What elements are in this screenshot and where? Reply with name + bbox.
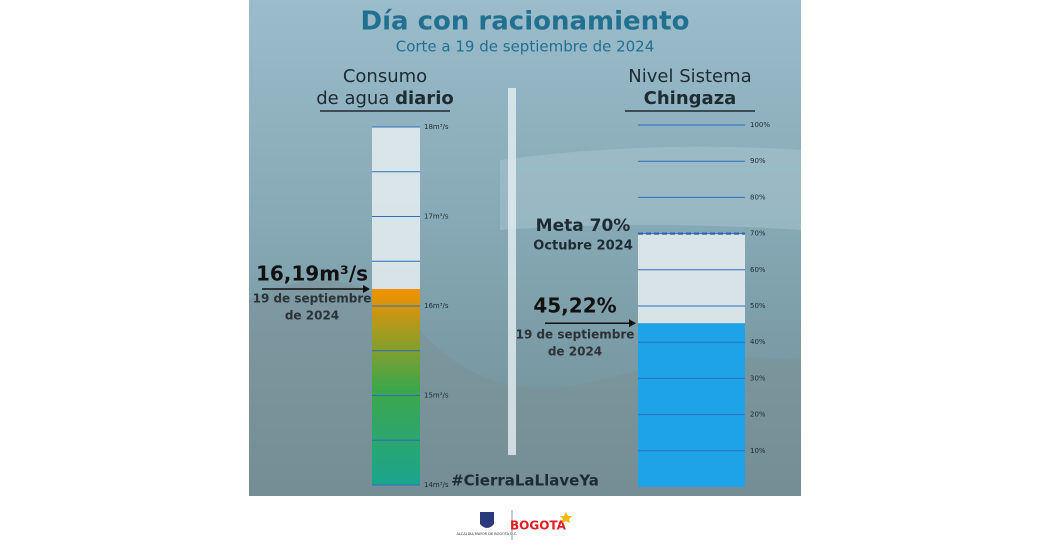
- y-tick-label: 15m³/s: [424, 392, 449, 400]
- target-label: Meta 70%: [536, 216, 631, 236]
- y-tick-label: 18m³/s: [424, 123, 449, 131]
- y-tick-label: 30%: [750, 374, 766, 382]
- y-tick-label: 20%: [750, 411, 766, 419]
- y-tick-label: 10%: [750, 447, 766, 455]
- y-tick-label: 70%: [750, 230, 766, 238]
- date-label: de 2024: [548, 345, 602, 359]
- brand-star: [560, 512, 572, 523]
- y-tick-label: 80%: [750, 193, 766, 201]
- y-tick-label: 40%: [750, 338, 766, 346]
- title: Día con racionamiento: [361, 7, 690, 37]
- subtitle: Corte a 19 de septiembre de 2024: [396, 38, 655, 56]
- shield-logo: [480, 512, 494, 528]
- value-arrowhead: [629, 319, 636, 328]
- background-water: [500, 146, 801, 230]
- value-label: 45,22%: [533, 294, 616, 318]
- y-tick-label: 50%: [750, 302, 766, 310]
- level-remainder: [638, 233, 745, 324]
- chart-title-bold: diario: [395, 88, 454, 109]
- y-tick-label: 90%: [750, 157, 766, 165]
- y-tick-label: 16m³/s: [424, 302, 449, 310]
- chart-title: de agua diario: [316, 88, 453, 109]
- level-bar: [638, 323, 745, 487]
- chart-title-bold: Chingaza: [644, 88, 737, 109]
- y-tick-label: 17m³/s: [424, 213, 449, 221]
- date-label: 19 de septiembre: [516, 328, 635, 342]
- chart-title-part: de agua: [316, 88, 389, 109]
- target-sublabel: Octubre 2024: [533, 239, 632, 254]
- y-tick-label: 100%: [750, 121, 770, 129]
- brand: BOGOTA: [510, 519, 567, 533]
- bar: [372, 288, 420, 485]
- chart-title: Nivel Sistema: [628, 66, 751, 87]
- date-label: de 2024: [285, 309, 339, 323]
- value-arrowhead: [363, 284, 370, 293]
- logo-text: ALCALDÍA MAYOR DE BOGOTÁ D.C.: [456, 531, 517, 536]
- value-label: 16,19m³/s: [256, 262, 368, 286]
- y-tick-label: 14m³/s: [424, 481, 449, 489]
- y-tick-label: 60%: [750, 266, 766, 274]
- date-label: 19 de septiembre: [253, 292, 372, 306]
- bar-remainder: [372, 127, 420, 289]
- chart-title: Consumo: [343, 66, 427, 87]
- hashtag: #CierraLaLlaveYa: [451, 472, 599, 490]
